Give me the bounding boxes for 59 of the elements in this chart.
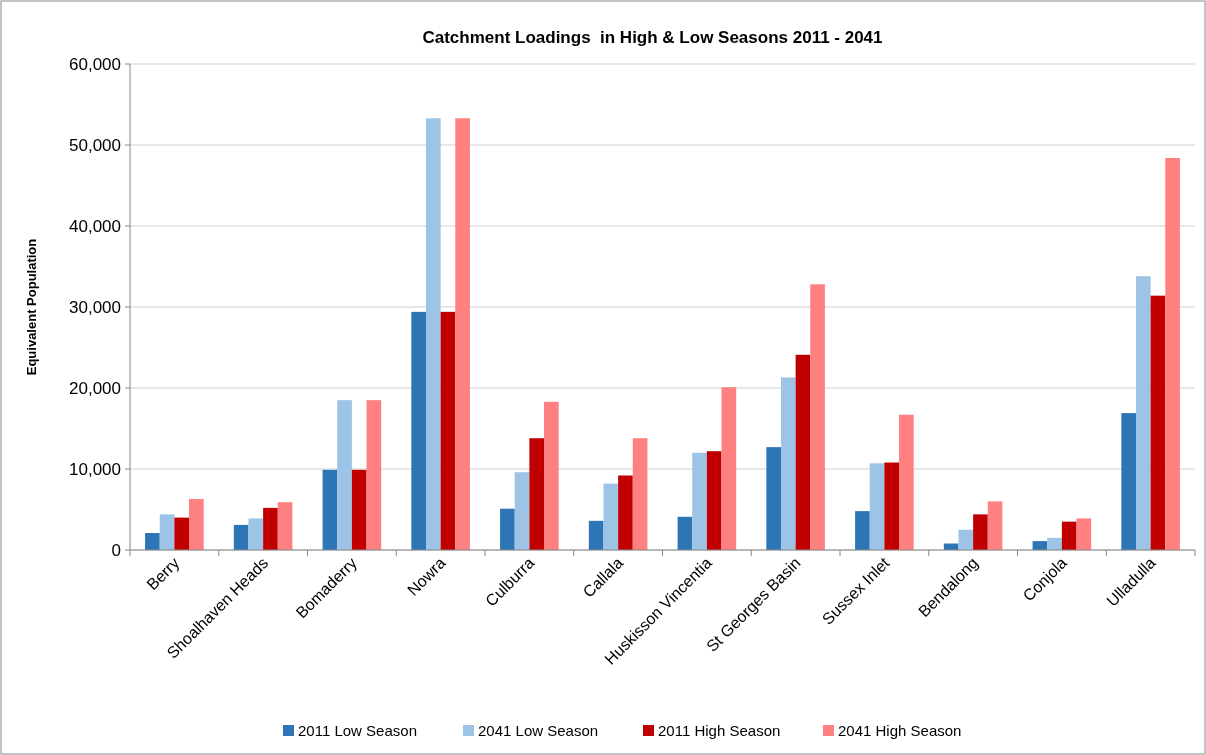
bar [780,377,796,550]
bar [1076,518,1092,550]
bar [603,483,619,550]
bar [706,451,722,550]
bar [514,472,530,550]
bar [277,502,293,550]
bar [1047,537,1062,550]
bar [263,507,278,550]
bar [1165,157,1180,550]
bar [884,462,900,550]
bar [618,475,633,550]
y-tick-label: 20,000 [69,378,121,398]
bar [795,354,811,550]
legend-label: 2041 High Season [838,722,962,740]
bar [351,469,367,550]
bar [455,118,470,550]
bar [337,400,352,550]
bar [189,498,204,550]
bar [899,414,914,550]
y-tick-label: 60,000 [69,54,121,74]
legend-label: 2041 Low Season [478,722,599,740]
bar [869,463,885,550]
y-tick-label: 30,000 [69,297,121,317]
legend-label: 2011 High Season [658,722,781,740]
bar [632,438,648,550]
bar [987,501,1003,550]
bar [1135,276,1151,550]
bar [440,311,456,550]
y-tick-label: 40,000 [69,216,121,236]
bar [366,400,382,550]
bar [973,514,988,550]
bar [677,516,693,550]
bar [588,520,604,550]
bar [958,529,974,550]
y-tick-label: 50,000 [69,135,121,155]
bar [810,284,825,550]
bar [159,514,175,550]
bar [692,452,707,550]
bar [500,508,515,550]
bar [855,511,870,550]
legend-label: 2011 Low Season [298,722,417,740]
bar [766,447,781,550]
bar [322,469,338,550]
bar [1061,521,1077,550]
chart-title: Catchment Loadings in High & Low Seasons 2011 - 2041 [422,28,883,47]
bar [544,401,559,550]
y-axis-title: Equivalent Population [24,238,39,376]
y-tick-label: 10,000 [69,459,121,479]
bar [721,387,737,550]
bar [233,524,249,550]
bar [529,438,545,550]
bar [1150,295,1166,550]
bar [425,118,441,550]
bar [145,532,160,550]
y-tick-label: 0 [111,540,121,560]
bar [1121,413,1136,550]
bar [248,518,264,550]
bar [411,311,426,550]
bar [174,517,190,550]
